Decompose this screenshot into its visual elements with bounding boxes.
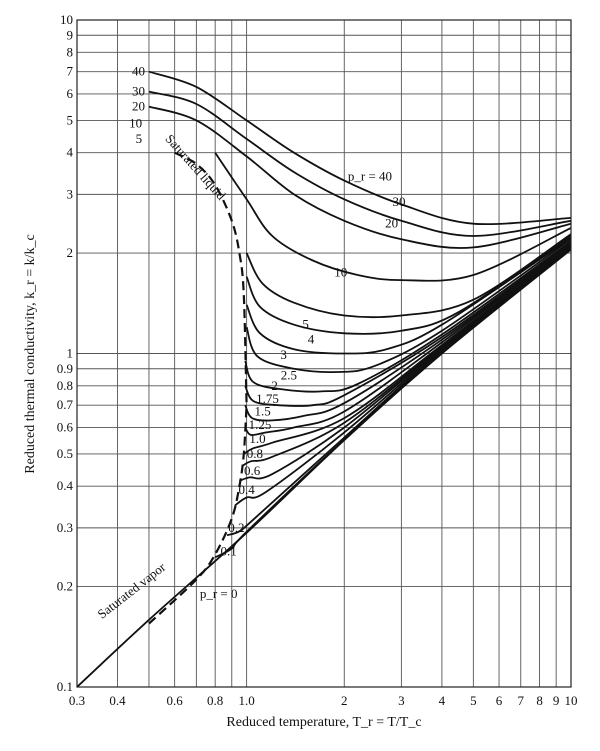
isobar-curve-pr-4 xyxy=(245,235,572,335)
curve-label-pr-1.75: 1.75 xyxy=(256,391,279,406)
left-curve-label: 10 xyxy=(129,115,142,130)
y-tick-label: 0.7 xyxy=(57,397,74,412)
curve-label-pr-5: 5 xyxy=(302,317,309,332)
x-tick-label: 1.0 xyxy=(238,693,254,708)
y-tick-label: 0.1 xyxy=(57,679,73,694)
curve-label-pr-0: p_r = 0 xyxy=(200,586,238,601)
curve-label-pr-0.1: 0.1 xyxy=(220,543,236,558)
x-tick-label: 2 xyxy=(341,693,348,708)
curve-label-pr-2.5: 2.5 xyxy=(281,367,297,382)
saturated-liquid-label: Saturated liquid xyxy=(162,131,229,203)
y-tick-label: 6 xyxy=(67,86,74,101)
saturation-curves xyxy=(148,151,248,625)
y-tick-label: 1 xyxy=(67,346,74,361)
curve-label-pr-3: 3 xyxy=(280,347,287,362)
x-tick-label: 0.6 xyxy=(167,693,184,708)
y-tick-label: 2 xyxy=(67,245,74,260)
x-tick-label: 5 xyxy=(470,693,477,708)
y-tick-label: 10 xyxy=(60,12,73,27)
isobar-curve-pr-2.5 xyxy=(245,238,572,374)
isobar-curve-pr-5 xyxy=(245,233,572,319)
isobar-curve-pr-1.75 xyxy=(244,241,572,407)
curve-label-pr-4: 4 xyxy=(308,332,315,347)
curve-label-pr-1.25: 1.25 xyxy=(249,417,272,432)
y-tick-label: 0.6 xyxy=(57,419,74,434)
x-tick-labels: 0.3 0.4 0.6 0.8 1.0 2 3 4 5 6 7 8 9 10 xyxy=(69,693,578,708)
curve-label-pr-2: 2 xyxy=(271,378,278,393)
curve-label-pr-30: 30 xyxy=(393,194,406,209)
x-tick-label: 8 xyxy=(536,693,543,708)
left-curve-label: 30 xyxy=(132,84,145,99)
y-tick-label: 8 xyxy=(67,44,74,59)
y-tick-label: 9 xyxy=(67,27,74,42)
y-tick-label: 0.9 xyxy=(57,361,73,376)
y-axis-label: Reduced thermal conductivity, k_r = k/k_… xyxy=(23,234,38,473)
left-curve-label: 5 xyxy=(136,131,143,146)
y-tick-label: 0.3 xyxy=(57,520,73,535)
isobar-curve-pr-30 xyxy=(148,90,572,237)
isobar-curve-pr-1.25 xyxy=(244,243,572,436)
curve-label-pr-0.8: 0.8 xyxy=(247,446,263,461)
curve-label-pr-1.0: 1.0 xyxy=(249,431,265,446)
x-tick-label: 4 xyxy=(439,693,446,708)
isobar-curve-pr-20 xyxy=(148,105,572,249)
x-tick-label: 6 xyxy=(496,693,503,708)
y-tick-label: 3 xyxy=(67,186,74,201)
x-tick-label: 0.8 xyxy=(207,693,223,708)
plot-frame xyxy=(76,19,572,688)
y-tick-label: 0.2 xyxy=(57,579,73,594)
isobar-curve-pr-0.1 xyxy=(214,248,572,559)
y-tick-label: 4 xyxy=(67,145,74,160)
isobar-curve-pr-1.5 xyxy=(244,243,572,422)
curve-label-pr-0.4: 0.4 xyxy=(238,482,255,497)
left-curve-label: 40 xyxy=(132,64,145,79)
y-tick-label: 0.8 xyxy=(57,378,73,393)
curve-label-pr-0.2: 0.2 xyxy=(228,520,244,535)
x-tick-label: 3 xyxy=(398,693,405,708)
isobar-curves xyxy=(76,70,572,688)
x-tick-label: 7 xyxy=(518,693,525,708)
isobar-curve-pr-3 xyxy=(245,237,572,355)
x-axis-label: Reduced temperature, T_r = T/T_c xyxy=(226,715,421,730)
y-tick-labels: 0.1 0.2 0.3 0.4 0.5 0.6 0.7 0.8 0.91 2 3 4 5 6 7 8 910 xyxy=(57,12,74,694)
y-tick-label: 0.5 xyxy=(57,446,73,461)
isobar-curve-pr-10 xyxy=(214,152,572,282)
isobar-curve-pr-40 xyxy=(148,70,572,226)
y-tick-label: 5 xyxy=(67,112,74,127)
curve-label-pr-20: 20 xyxy=(385,216,398,231)
curve-label-pr-40: p_r = 40 xyxy=(348,168,392,183)
left-curve-label: 20 xyxy=(132,99,145,114)
isobar-curve-pr-2 xyxy=(244,240,572,393)
isobar-curve-pr-1.0 xyxy=(243,245,572,455)
x-tick-label: 0.4 xyxy=(109,693,126,708)
x-tick-label: 0.3 xyxy=(69,693,85,708)
curve-label-pr-1.5: 1.5 xyxy=(254,404,270,419)
saturated-vapor-curve xyxy=(148,405,248,625)
y-tick-label: 0.4 xyxy=(57,478,74,493)
y-tick-label: 7 xyxy=(67,64,74,79)
curve-label-pr-10: 10 xyxy=(334,264,347,279)
curve-label-pr-0.6: 0.6 xyxy=(244,463,261,478)
x-tick-label: 10 xyxy=(565,693,578,708)
x-tick-label: 9 xyxy=(553,693,560,708)
